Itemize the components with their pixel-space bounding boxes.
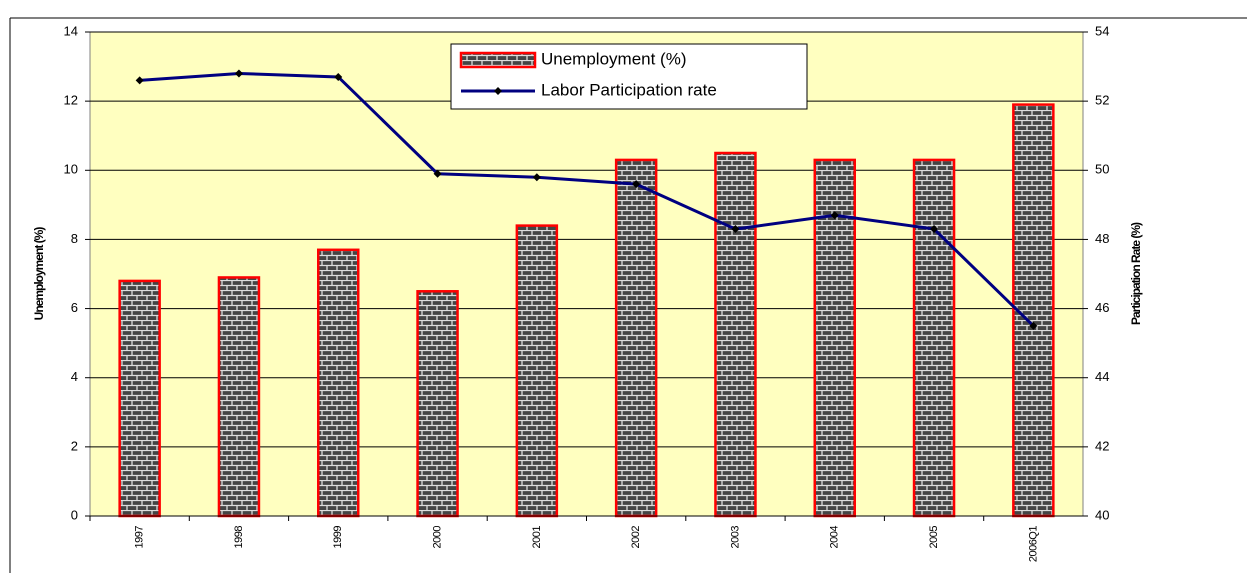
x-tick-label: 2005 (928, 526, 940, 549)
x-tick-label: 2001 (531, 526, 543, 549)
y-tick-label: 0 (71, 507, 78, 522)
line-marker (830, 211, 839, 220)
y-axis-title: Unemployment (%) (32, 227, 46, 321)
x-tick-label: 2000 (431, 526, 443, 549)
y-tick-label: 10 (64, 162, 78, 177)
line-marker (433, 169, 442, 178)
line-marker (234, 69, 243, 78)
y-tick-label: 2 (71, 438, 78, 453)
bar (614, 158, 658, 518)
bar (912, 158, 956, 518)
line-marker (632, 180, 641, 189)
legend-marker (494, 87, 502, 95)
y2-tick-label: 48 (1095, 231, 1109, 246)
x-tick-label: 2002 (630, 526, 642, 549)
y-tick-label: 8 (71, 231, 78, 246)
x-tick-label: 1999 (332, 526, 344, 549)
y2-tick-label: 46 (1095, 300, 1109, 315)
y-tick-label: 12 (64, 93, 78, 108)
legend-label: Labor Participation rate (541, 80, 717, 99)
y-tick-label: 14 (64, 23, 78, 38)
line-marker (1029, 321, 1038, 330)
x-tick-label: 2003 (729, 526, 741, 549)
y-tick-label: 4 (71, 369, 78, 384)
x-tick-label: 2004 (829, 526, 841, 549)
line-marker (532, 173, 541, 182)
bar (317, 248, 360, 518)
legend-label: Unemployment (%) (541, 49, 687, 68)
y2-tick-label: 42 (1095, 438, 1109, 453)
y2-axis-title: Participation Rate (%) (1129, 222, 1143, 325)
y2-tick-label: 52 (1095, 93, 1109, 108)
bar (515, 224, 559, 518)
bar (416, 290, 459, 518)
y-tick-label: 6 (71, 300, 78, 315)
line (139, 71, 1035, 327)
line-marker (930, 225, 939, 234)
line-marker (135, 76, 144, 85)
y2-tick-label: 54 (1095, 23, 1109, 38)
line-marker (334, 72, 343, 81)
bar (714, 151, 757, 518)
y2-tick-label: 40 (1095, 507, 1109, 522)
bar (217, 276, 261, 518)
legend-swatch (459, 51, 537, 69)
y2-tick-label: 44 (1095, 369, 1109, 384)
y2-tick-label: 50 (1095, 162, 1109, 177)
bar (813, 158, 856, 518)
bar (118, 279, 161, 518)
x-tick-label: 2006Q1 (1027, 526, 1039, 563)
x-tick-label: 1997 (134, 526, 146, 549)
line-marker (731, 225, 740, 234)
x-tick-label: 1998 (233, 526, 245, 549)
